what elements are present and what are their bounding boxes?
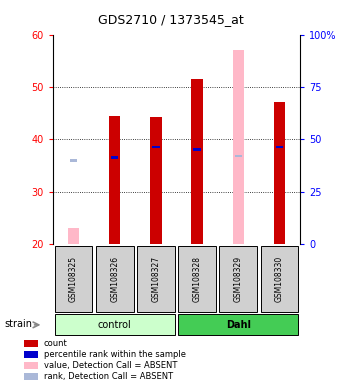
Bar: [235, 154, 242, 157]
Bar: [24, 339, 38, 347]
Bar: [70, 159, 77, 162]
FancyBboxPatch shape: [55, 314, 175, 335]
Text: rank, Detection Call = ABSENT: rank, Detection Call = ABSENT: [44, 372, 173, 381]
Bar: [152, 146, 160, 149]
Text: GSM108325: GSM108325: [69, 256, 78, 303]
Bar: [233, 50, 244, 244]
Text: value, Detection Call = ABSENT: value, Detection Call = ABSENT: [44, 361, 177, 370]
FancyBboxPatch shape: [261, 247, 298, 312]
Bar: [111, 156, 118, 159]
Text: count: count: [44, 339, 68, 348]
Text: GSM108330: GSM108330: [275, 256, 284, 303]
Text: percentile rank within the sample: percentile rank within the sample: [44, 350, 186, 359]
FancyBboxPatch shape: [178, 247, 216, 312]
FancyBboxPatch shape: [137, 247, 175, 312]
Text: GSM108328: GSM108328: [193, 257, 202, 302]
Bar: [274, 101, 285, 244]
Bar: [193, 148, 201, 151]
Bar: [24, 351, 38, 358]
Bar: [109, 116, 120, 244]
Text: strain: strain: [4, 319, 32, 329]
Bar: [24, 362, 38, 369]
FancyBboxPatch shape: [219, 247, 257, 312]
Bar: [68, 228, 79, 244]
Text: GSM108327: GSM108327: [151, 256, 160, 303]
Bar: [150, 117, 162, 244]
Text: GDS2710 / 1373545_at: GDS2710 / 1373545_at: [98, 13, 243, 26]
Text: control: control: [98, 320, 132, 330]
FancyBboxPatch shape: [178, 314, 298, 335]
Bar: [276, 146, 283, 149]
FancyBboxPatch shape: [96, 247, 134, 312]
Text: Dahl: Dahl: [226, 320, 251, 330]
Bar: [191, 79, 203, 244]
Bar: [24, 373, 38, 381]
Text: GSM108329: GSM108329: [234, 256, 243, 303]
Text: GSM108326: GSM108326: [110, 256, 119, 303]
FancyBboxPatch shape: [55, 247, 92, 312]
